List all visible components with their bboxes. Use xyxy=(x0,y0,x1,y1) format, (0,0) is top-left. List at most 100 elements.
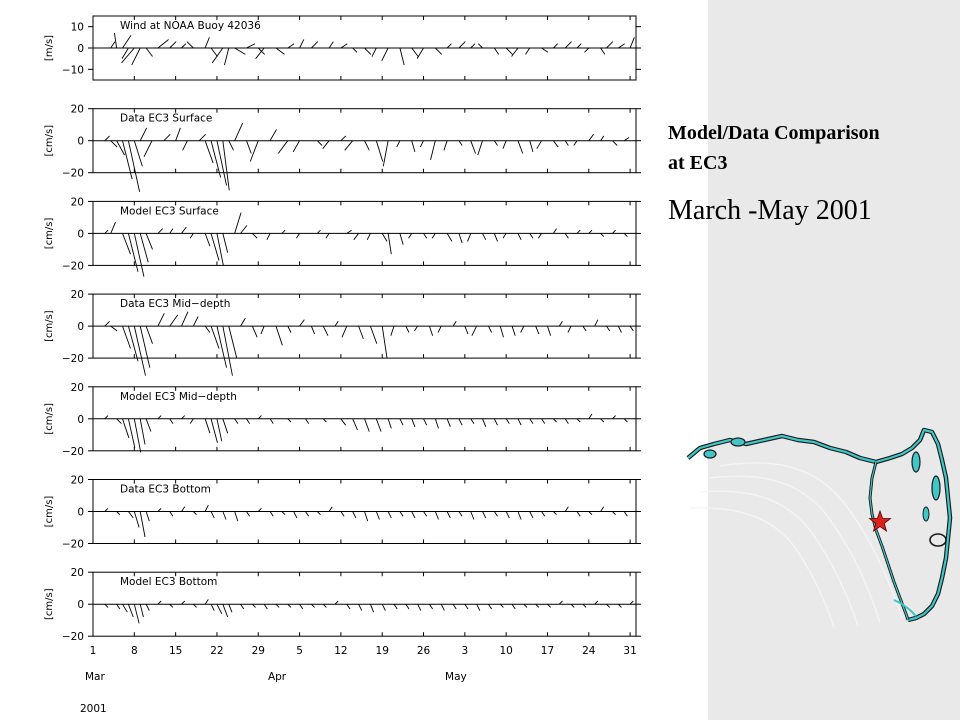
stick-vector xyxy=(387,233,392,255)
stick-vector xyxy=(623,418,628,423)
stick-vector xyxy=(228,604,233,613)
stick-vector xyxy=(547,325,552,336)
stick-vector xyxy=(299,603,304,610)
panel-title: Model EC3 Bottom xyxy=(120,576,217,588)
stick-vector xyxy=(334,321,339,327)
stick-vector xyxy=(505,511,510,519)
stick-vector xyxy=(428,325,434,336)
stick-vector xyxy=(405,603,410,610)
stick-vector xyxy=(204,418,211,434)
x-tick-label: 19 xyxy=(376,645,389,657)
stick-vector xyxy=(122,325,131,349)
stick-vector xyxy=(440,603,445,611)
stick-vector xyxy=(470,418,475,424)
stick-vector xyxy=(396,140,401,148)
stick-vector xyxy=(182,140,188,151)
stick-vector xyxy=(423,418,428,426)
stick-vector xyxy=(175,127,181,141)
stick-vector xyxy=(452,603,457,610)
stick-vector xyxy=(612,511,616,516)
stick-vector xyxy=(116,418,122,424)
stick-vector xyxy=(541,418,546,424)
stick-vector xyxy=(600,135,605,141)
stick-vector xyxy=(529,418,534,424)
stick-vector xyxy=(353,233,359,241)
stick-vector xyxy=(488,603,493,610)
stick-vector xyxy=(269,511,274,517)
stick-vector xyxy=(145,325,153,344)
panel-title: Wind at NOAA Buoy 42036 xyxy=(120,20,261,32)
stick-vector xyxy=(411,511,416,519)
month-label: Apr xyxy=(268,671,287,683)
y-tick-label: 20 xyxy=(71,382,84,394)
stick-plot-chart: 100−10[m/s]Wind at NOAA Buoy 42036200−20… xyxy=(44,15,641,715)
stick-vector xyxy=(588,511,593,516)
stick-vector xyxy=(210,325,220,349)
stick-vector xyxy=(558,600,563,605)
stick-vector xyxy=(600,233,605,237)
stick-vector xyxy=(408,233,413,239)
stick-vector xyxy=(104,603,109,608)
stick-vector xyxy=(305,418,310,424)
stick-vector xyxy=(104,320,110,327)
stick-vector xyxy=(139,127,148,141)
stick-vector xyxy=(292,140,300,153)
stick-vector xyxy=(193,603,197,608)
stick-vector xyxy=(364,511,369,522)
stick-vector xyxy=(470,140,476,154)
stick-vector xyxy=(417,603,422,611)
stick-vector xyxy=(204,37,210,49)
panel-7: 20 0 −20 [cm/s] Model EC3 Bottom xyxy=(44,567,641,643)
stick-vector xyxy=(128,511,134,519)
panel-5: 20 0 −20 [cm/s] Model EC3 Mid−depth xyxy=(44,382,641,458)
stick-vector xyxy=(311,603,315,608)
stick-vector xyxy=(564,233,569,239)
stick-vector xyxy=(122,603,128,613)
stick-vector xyxy=(381,233,388,242)
stick-vector xyxy=(216,233,224,266)
stick-vector xyxy=(139,604,144,618)
stick-vector xyxy=(375,418,382,432)
stick-vector xyxy=(189,233,194,239)
y-tick-label: −20 xyxy=(62,260,84,272)
stick-vector xyxy=(564,140,569,146)
stick-vector xyxy=(252,233,258,239)
stick-vector xyxy=(629,325,634,332)
x-tick-label: 3 xyxy=(461,645,468,657)
stick-vector xyxy=(181,311,189,327)
stick-vector xyxy=(204,504,209,512)
stick-vector xyxy=(537,233,542,239)
stick-vector xyxy=(458,233,463,244)
stick-vector xyxy=(352,47,358,53)
stick-vector xyxy=(517,418,522,426)
stick-vector xyxy=(352,418,358,431)
stick-vector xyxy=(133,233,145,277)
stick-vector xyxy=(553,43,558,49)
stick-vector xyxy=(446,233,453,242)
stick-vector xyxy=(594,319,599,327)
stick-vector xyxy=(419,140,424,148)
stick-vector xyxy=(464,325,469,335)
stick-vector xyxy=(541,47,549,53)
stick-vector xyxy=(600,506,605,512)
stick-vector xyxy=(169,511,174,517)
stick-vector xyxy=(588,229,593,234)
stick-vector xyxy=(416,47,424,59)
stick-vector xyxy=(127,604,134,618)
stick-vector xyxy=(246,418,251,424)
stick-vector xyxy=(133,418,142,453)
stick-vector xyxy=(234,122,244,141)
panel-title: Data EC3 Bottom xyxy=(120,484,211,496)
stick-vector xyxy=(316,511,321,516)
stick-vector xyxy=(216,603,223,615)
stick-vector xyxy=(122,233,131,255)
stick-vector xyxy=(334,600,339,605)
stick-vector xyxy=(275,47,285,55)
stick-vector xyxy=(434,511,439,520)
stick-vector xyxy=(612,415,616,420)
stick-vector xyxy=(340,418,347,426)
stick-vector xyxy=(133,326,146,376)
stick-vector xyxy=(411,47,419,57)
stick-vector xyxy=(281,229,286,234)
x-tick-label: 29 xyxy=(252,645,265,657)
